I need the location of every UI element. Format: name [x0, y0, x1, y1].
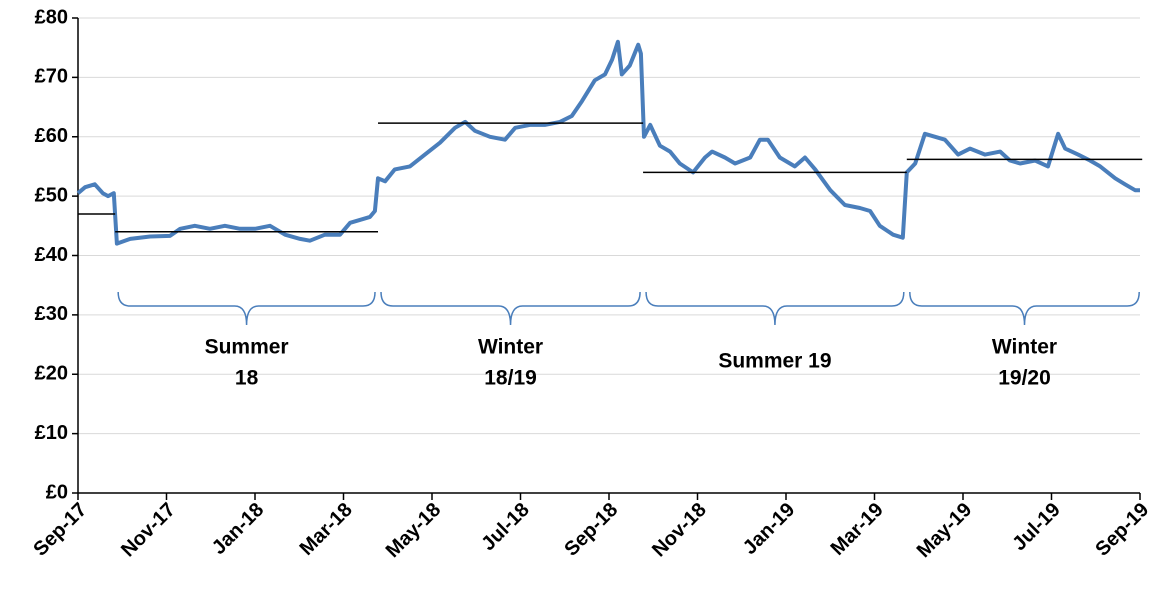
x-tick-label: Sep-17 — [29, 499, 91, 561]
x-tick-label: Sep-18 — [560, 499, 622, 561]
period-brace — [645, 291, 905, 326]
period-label: 18/19 — [484, 367, 537, 390]
period-brace — [909, 291, 1140, 326]
y-tick-label: £40 — [35, 244, 68, 266]
x-tick-label: May-19 — [913, 499, 977, 563]
x-tick-label: Nov-17 — [117, 499, 180, 562]
y-tick-label: £0 — [46, 481, 68, 503]
x-tick-label: Nov-18 — [648, 499, 711, 562]
y-tick-label: £30 — [35, 303, 68, 325]
y-tick-label: £80 — [35, 6, 68, 28]
y-tick-label: £50 — [35, 184, 68, 206]
x-tick-label: May-18 — [382, 499, 446, 563]
period-label: Summer 19 — [718, 350, 831, 373]
y-tick-label: £20 — [35, 363, 68, 385]
period-label: Summer — [205, 336, 289, 359]
y-tick-label: £70 — [35, 66, 68, 88]
y-tick-label: £60 — [35, 125, 68, 147]
period-brace — [380, 291, 641, 326]
period-brace — [117, 291, 376, 326]
period-label: 18 — [235, 367, 259, 390]
x-tick-label: Mar-18 — [296, 499, 357, 560]
period-label: Winter — [478, 336, 543, 359]
x-tick-label: Jul-18 — [477, 499, 533, 555]
period-label: 19/20 — [998, 367, 1051, 390]
x-tick-label: Jul-19 — [1008, 499, 1064, 555]
period-label: Winter — [992, 336, 1057, 359]
x-tick-label: Mar-19 — [827, 499, 888, 560]
x-tick-label: Sep-19 — [1091, 499, 1152, 561]
y-tick-label: £10 — [35, 422, 68, 444]
x-tick-label: Jan-18 — [208, 499, 268, 559]
price-line — [76, 39, 1140, 246]
x-tick-label: Jan-19 — [739, 499, 799, 559]
